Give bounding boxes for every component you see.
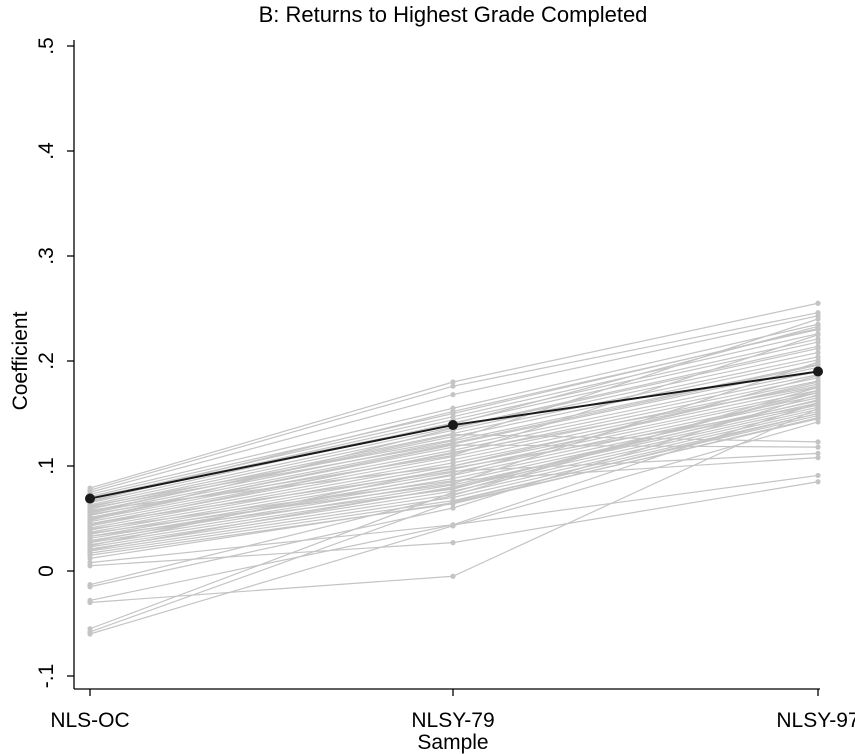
background-series-point	[815, 389, 821, 396]
y-tick-label: .1	[35, 457, 58, 475]
background-series-point	[450, 392, 456, 398]
background-series-point	[450, 465, 456, 471]
background-series-point	[450, 471, 456, 477]
axes-group: -.1 0 .1 .2 .3 .4 .5 NLS-OC NLSY-79 NLSY-97	[35, 37, 855, 732]
y-tick-label: .2	[35, 352, 58, 370]
background-series-point	[815, 450, 821, 456]
background-series-point	[450, 573, 456, 579]
background-series-point	[815, 316, 821, 322]
background-series-point	[815, 479, 821, 485]
background-series-point	[87, 522, 93, 528]
background-series-point	[815, 397, 821, 403]
background-series-point	[815, 419, 821, 425]
x-tick-label: NLS-OC	[50, 709, 129, 732]
background-series-group	[87, 300, 821, 637]
y-axis-title: Coefficient	[9, 311, 32, 410]
background-series-point	[450, 431, 456, 438]
y-tick-label: .3	[35, 247, 58, 265]
background-series-point	[815, 332, 821, 338]
background-series-point	[87, 599, 93, 606]
background-series-point	[87, 518, 93, 524]
background-series-point	[815, 339, 821, 345]
x-tick-label: NLSY-79	[411, 709, 494, 732]
background-series-point	[450, 408, 456, 414]
background-series-point	[450, 379, 456, 385]
background-series-point	[87, 526, 93, 532]
background-series-point	[815, 345, 821, 351]
y-tick-label: 0	[35, 565, 58, 577]
x-tick-label: NLSY-97	[776, 709, 855, 732]
background-series-point	[815, 379, 821, 385]
background-series-point	[450, 505, 456, 511]
background-series-point	[450, 523, 456, 529]
y-tick-label: .5	[35, 37, 58, 55]
background-series-point	[87, 505, 93, 511]
background-series-point	[815, 300, 821, 306]
background-series-point	[450, 440, 456, 446]
background-series-point	[815, 410, 821, 417]
background-series-point	[87, 631, 93, 637]
background-series-point	[815, 323, 821, 329]
background-series-point	[87, 555, 93, 562]
background-series-point	[87, 543, 93, 549]
background-series-point	[815, 472, 821, 479]
background-series-point	[87, 547, 93, 553]
background-series-point	[815, 383, 821, 389]
background-series-point	[87, 563, 93, 569]
background-series-point	[87, 539, 93, 545]
background-series-point	[815, 402, 821, 408]
chart-title: B: Returns to Highest Grade Completed	[259, 2, 648, 27]
background-series-point	[815, 444, 821, 450]
x-axis-title: Sample	[417, 731, 488, 754]
background-series-point	[87, 511, 93, 517]
background-series-point	[450, 383, 456, 389]
highlight-series-group	[85, 366, 823, 504]
highlight-series-point	[448, 420, 458, 431]
background-series-point	[450, 500, 456, 506]
background-series-point	[450, 486, 456, 492]
background-series-point	[815, 350, 821, 356]
y-tick-label: .4	[35, 142, 58, 160]
background-series-point	[87, 584, 93, 590]
highlight-series-point	[813, 366, 823, 377]
background-series-point	[815, 362, 821, 368]
y-tick-label: -.1	[35, 664, 58, 689]
background-series-point	[450, 449, 456, 455]
background-series-point	[87, 533, 93, 539]
background-series-point	[450, 540, 456, 546]
highlight-series-point	[85, 493, 95, 504]
background-series-point	[815, 455, 821, 461]
background-series-point	[815, 439, 821, 445]
